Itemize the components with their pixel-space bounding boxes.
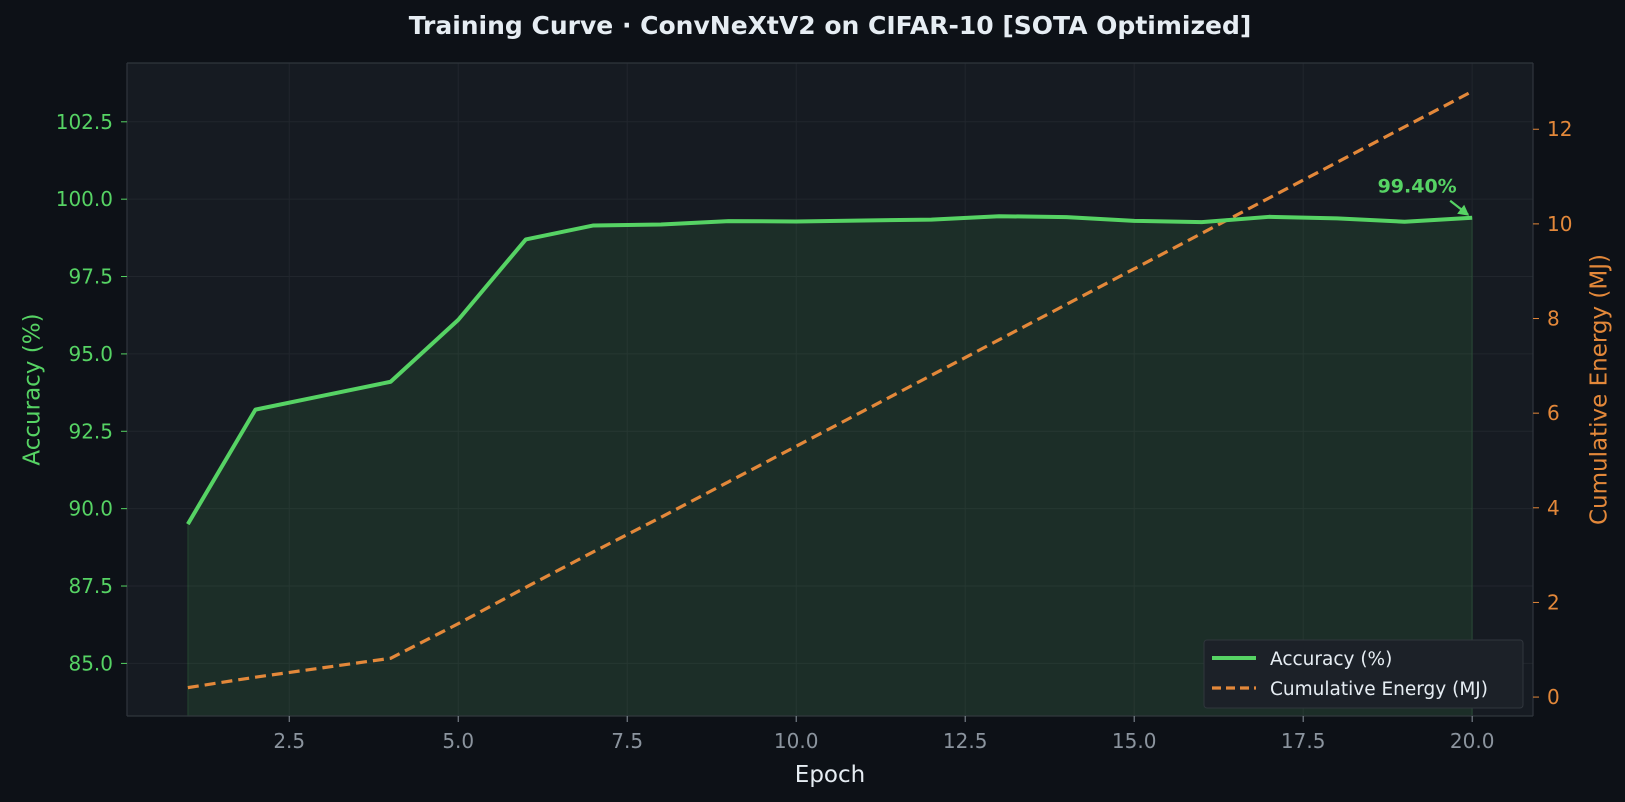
y-axis-left-label: Accuracy (%) <box>20 313 46 465</box>
y-left-tick-label: 97.5 <box>68 265 113 289</box>
y-left-tick-label: 87.5 <box>68 574 113 598</box>
x-axis-label: Epoch <box>795 762 865 788</box>
x-tick-label: 7.5 <box>611 729 643 753</box>
x-tick-label: 15.0 <box>1112 729 1157 753</box>
y-left-tick-label: 90.0 <box>68 497 113 521</box>
y-left-tick-label: 95.0 <box>68 342 113 366</box>
x-tick-label: 2.5 <box>273 729 305 753</box>
legend-label-accuracy: Accuracy (%) <box>1270 649 1392 670</box>
y-right-tick-label: 12 <box>1547 117 1572 141</box>
peak-annotation: 99.40% <box>1378 176 1470 216</box>
chart-title: Training Curve · ConvNeXtV2 on CIFAR-10 … <box>409 11 1252 40</box>
annotation-label: 99.40% <box>1378 176 1457 198</box>
y-left-tick-label: 85.0 <box>68 651 113 675</box>
y-right-tick-label: 6 <box>1547 401 1560 425</box>
accuracy-series-line <box>186 214 1473 526</box>
y-right-tick-label: 2 <box>1547 590 1560 614</box>
y-left-tick-label: 100.0 <box>56 187 113 211</box>
x-tick-label: 10.0 <box>774 729 819 753</box>
legend: Accuracy (%) Cumulative Energy (MJ) <box>1203 639 1524 709</box>
tick-labels: 2.5 5.0 7.5 10.0 12.5 15.0 17.5 20.0 85.0 87.5 90.… <box>56 110 1573 753</box>
y-left-tick-label: 102.5 <box>56 110 113 134</box>
grid-lines <box>127 63 1533 716</box>
x-tick-label: 12.5 <box>943 729 988 753</box>
energy-series-line <box>187 89 1473 690</box>
x-tick-label: 5.0 <box>442 729 474 753</box>
series-layer <box>186 89 1473 717</box>
y-left-tick-label: 92.5 <box>68 419 113 443</box>
axes <box>121 62 1539 722</box>
y-right-tick-label: 10 <box>1547 212 1572 236</box>
y-right-tick-label: 0 <box>1547 685 1560 709</box>
x-tick-label: 20.0 <box>1450 729 1495 753</box>
annotation-arrow-head <box>1457 204 1470 216</box>
legend-label-energy: Cumulative Energy (MJ) <box>1270 679 1488 700</box>
x-tick-label: 17.5 <box>1281 729 1326 753</box>
y-axis-right-label: Cumulative Energy (MJ) <box>1587 254 1613 525</box>
legend-box <box>1203 639 1524 709</box>
y-right-tick-label: 4 <box>1547 496 1560 520</box>
y-right-tick-label: 8 <box>1547 307 1560 331</box>
